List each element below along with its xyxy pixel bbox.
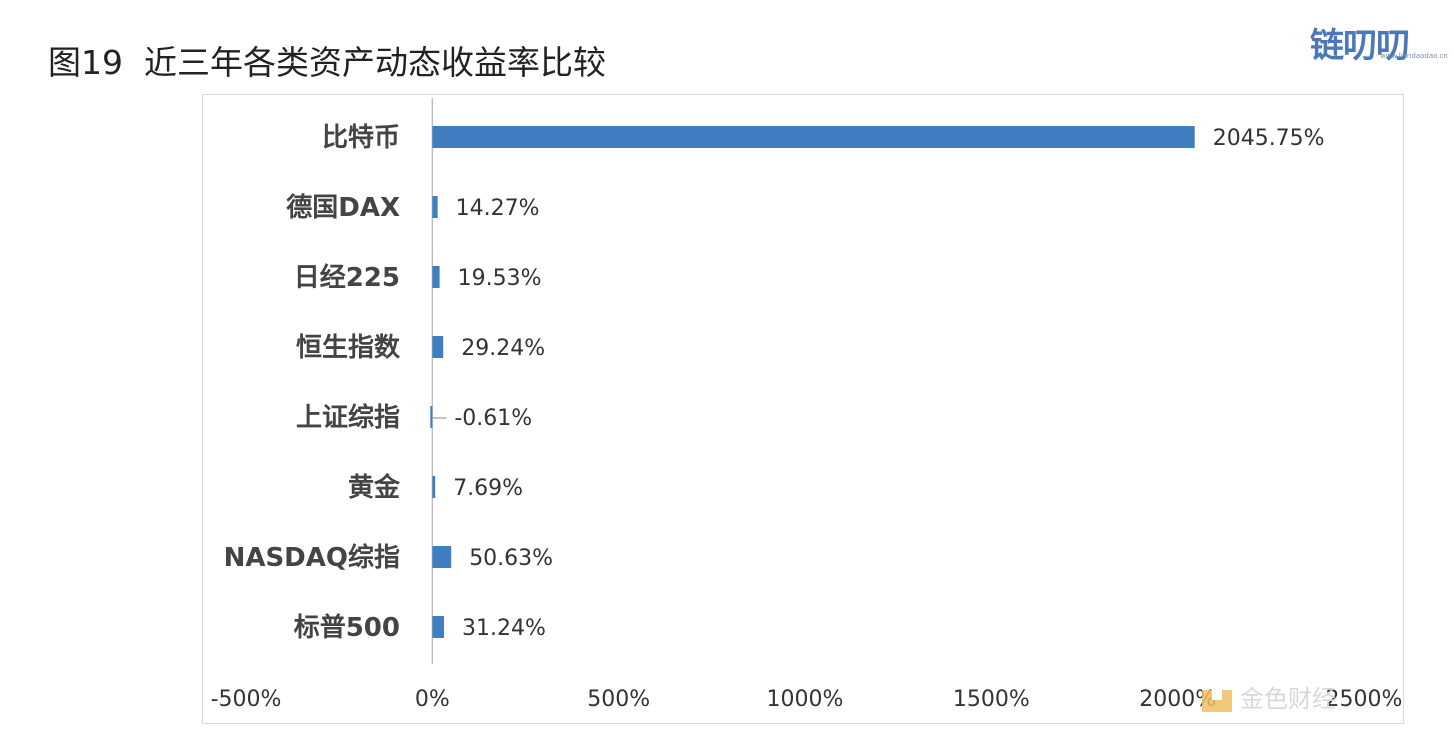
x-tick-label: 2500%: [1326, 687, 1403, 712]
bar: [432, 616, 444, 638]
category-label: 日经225: [294, 262, 400, 293]
bar: [432, 546, 452, 568]
value-label: -0.61%: [454, 406, 532, 431]
x-tick-label: 1000%: [767, 687, 844, 712]
bar: [432, 266, 440, 288]
value-label: 29.24%: [461, 336, 545, 361]
value-label: 7.69%: [453, 476, 523, 501]
brand-url: www.liandaodao.cn: [1380, 52, 1448, 60]
category-label: 黄金: [348, 472, 401, 503]
bar: [432, 476, 436, 498]
category-label: 德国DAX: [286, 193, 400, 223]
brand-name: 链叨叨: [1310, 26, 1410, 66]
value-label: 31.24%: [462, 616, 546, 641]
bar: [432, 126, 1195, 148]
value-label: 19.53%: [458, 266, 542, 291]
watermark-text: 金色财经: [1240, 685, 1336, 713]
x-tick-label: -500%: [211, 687, 282, 712]
x-tick-label: 1500%: [953, 687, 1030, 712]
watermark-logo-icon: [1202, 690, 1232, 712]
category-label: 标普500: [294, 612, 400, 643]
bar: [432, 336, 444, 358]
category-label: 恒生指数: [296, 333, 401, 363]
watermark-logo-icon-notch: [1212, 690, 1222, 700]
value-label: 50.63%: [469, 546, 553, 571]
category-label: NASDAQ综指: [224, 542, 400, 573]
category-label: 上证综指: [296, 402, 400, 433]
category-label: 比特币: [322, 122, 400, 153]
value-label: 14.27%: [456, 196, 540, 221]
page-title: 图19 近三年各类资产动态收益率比较: [48, 43, 606, 82]
plot-area: 比特币 2045.75% 德国DAX 14.27% 日经225 19.53% 恒生指数 29.…: [211, 98, 1403, 712]
x-tick-label: 500%: [587, 687, 650, 712]
watermark: 金色财经: [1202, 685, 1336, 713]
bar: [430, 406, 433, 428]
x-tick-label: 0%: [415, 687, 450, 712]
brand-logo: 链叨叨 www.liandaodao.cn: [1310, 18, 1450, 68]
value-label: 2045.75%: [1213, 126, 1325, 151]
bar: [432, 196, 438, 218]
